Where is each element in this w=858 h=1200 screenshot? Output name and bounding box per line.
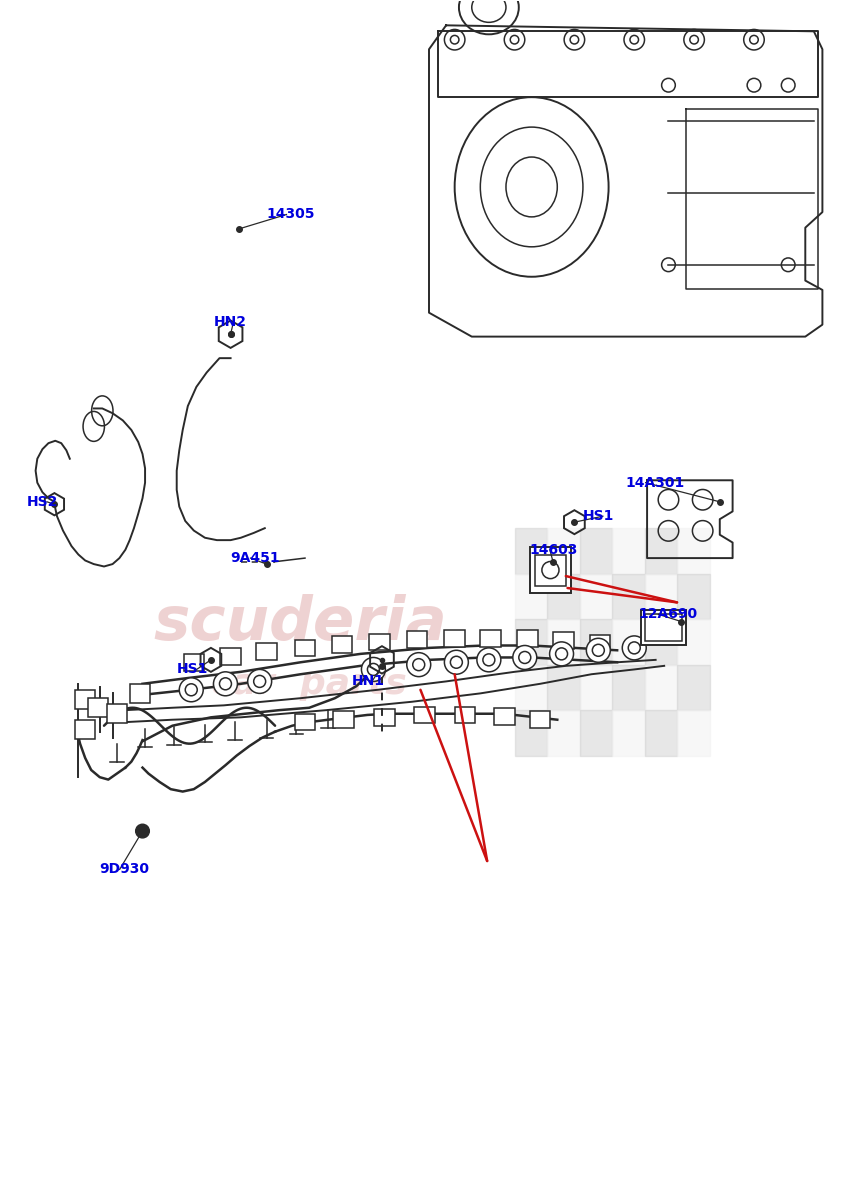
Bar [515,619,547,665]
Bar [644,710,677,756]
Bar [530,547,571,593]
Circle shape [513,646,537,670]
Bar [414,707,435,724]
Bar [579,710,612,756]
Bar [547,710,579,756]
Bar [612,619,644,665]
Circle shape [407,653,431,677]
Circle shape [179,678,203,702]
Bar [677,710,710,756]
Text: car  parts: car parts [211,667,408,701]
Bar [407,631,427,648]
Bar [257,643,277,660]
Bar [75,720,95,739]
Bar [535,554,565,586]
Circle shape [248,670,272,694]
Bar [612,710,644,756]
Bar [444,630,465,647]
Bar [374,709,395,726]
Bar [553,632,573,649]
Bar [547,574,579,619]
Bar [184,654,204,671]
Bar [221,648,241,665]
Text: HS2: HS2 [27,494,58,509]
Bar [579,619,612,665]
Circle shape [214,672,238,696]
Bar [677,528,710,574]
Bar [515,574,547,619]
Bar [517,630,538,647]
Text: HN2: HN2 [214,316,246,329]
Bar [677,619,710,665]
Text: scuderia: scuderia [154,594,448,654]
Text: HN1: HN1 [352,674,385,689]
Text: HS1: HS1 [583,509,614,523]
Bar [612,574,644,619]
Bar [331,636,352,653]
Bar [515,710,547,756]
Bar [612,528,644,574]
Bar [333,712,353,728]
Bar [369,634,390,650]
Bar [644,619,677,665]
Circle shape [361,658,385,682]
Bar [547,619,579,665]
Bar [641,610,686,646]
Bar [677,665,710,710]
Circle shape [586,638,610,662]
Bar [644,665,677,710]
Bar [295,714,315,731]
Bar [455,707,475,724]
Bar [130,684,150,703]
Circle shape [444,650,468,674]
Bar [494,708,515,725]
Bar [677,574,710,619]
Text: HS1: HS1 [177,662,208,677]
Text: 12A690: 12A690 [638,607,698,622]
Text: 14603: 14603 [530,542,578,557]
Text: 9D930: 9D930 [100,863,150,876]
Bar [88,698,108,718]
Bar [644,528,677,574]
Text: 14A301: 14A301 [625,475,685,490]
Circle shape [136,824,149,838]
Bar [295,640,315,656]
Bar [75,690,95,709]
Bar [579,574,612,619]
Bar [106,704,127,724]
Circle shape [550,642,573,666]
Bar [589,635,610,652]
Text: 14305: 14305 [267,208,315,222]
Bar [530,712,551,728]
Bar [547,665,579,710]
Bar [644,574,677,619]
Bar [515,665,547,710]
Bar [644,614,682,641]
Bar [547,528,579,574]
Bar [612,665,644,710]
Text: 9A451: 9A451 [231,551,281,565]
Circle shape [622,636,646,660]
Circle shape [477,648,501,672]
Bar [579,665,612,710]
Bar [515,528,547,574]
Bar [579,528,612,574]
Bar [480,630,501,647]
